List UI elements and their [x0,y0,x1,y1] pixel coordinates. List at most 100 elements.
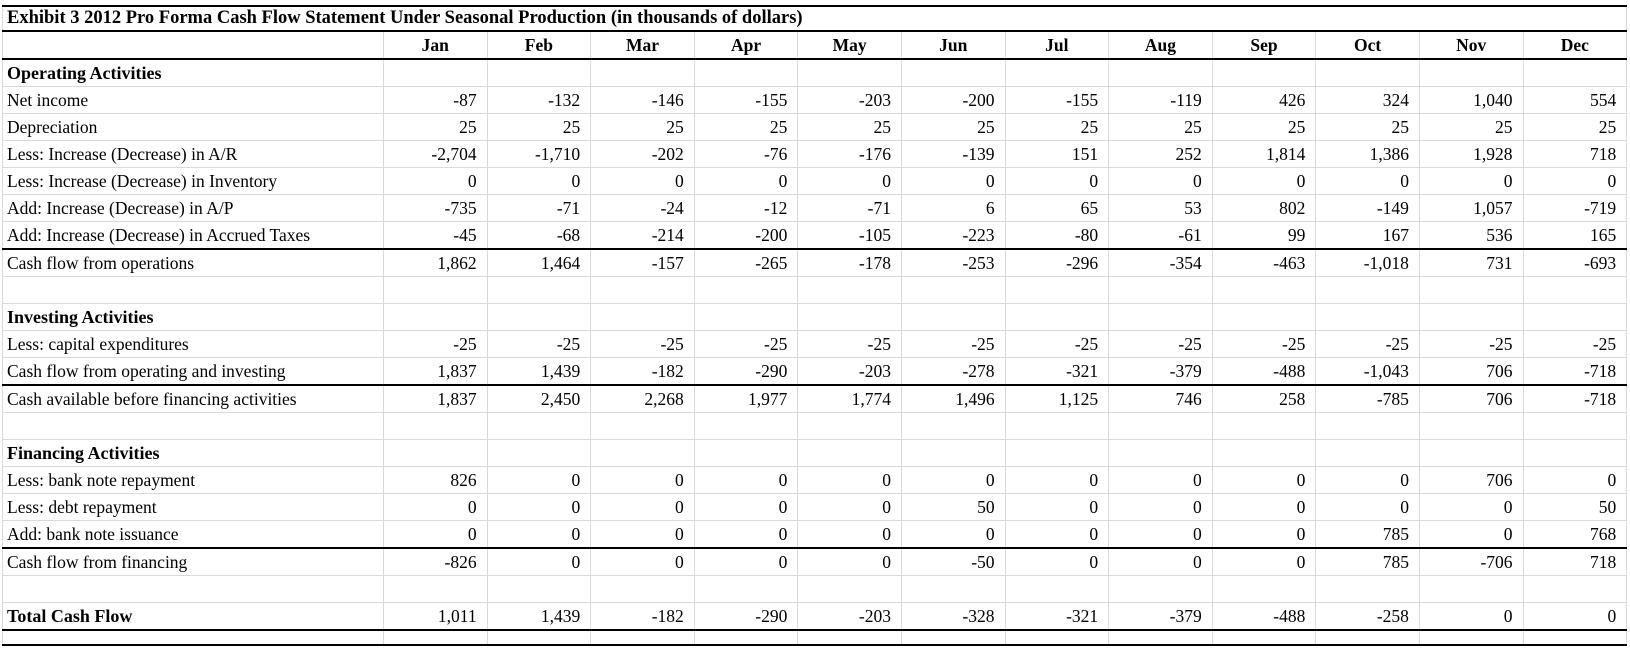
blank-cell [1418,412,1524,440]
value-cell: -278 [900,357,1006,386]
value-cell: 25 [1418,113,1524,141]
value-cell: 258 [1211,384,1317,413]
blank-cell [1004,412,1110,440]
value-cell: 0 [797,167,902,195]
value-cell: -785 [1315,384,1420,413]
row-label: Cash flow from operating and investing [2,357,384,386]
blank-cell [1315,575,1420,603]
value-cell: 1,814 [1211,140,1317,168]
value-cell: 0 [1004,167,1110,195]
blank-cell [693,58,799,87]
blank-cell [383,439,488,467]
blank-cell [383,412,488,440]
value-cell: -12 [693,194,799,222]
value-cell: 0 [486,466,592,494]
value-cell: 0 [1108,547,1213,576]
value-cell: 25 [383,113,488,141]
value-cell: 0 [1004,520,1110,549]
value-cell: 0 [693,466,799,494]
row-label: Less: Increase (Decrease) in A/R [2,140,384,168]
table-row: Add: Increase (Decrease) in Accrued Taxe… [2,221,1628,250]
value-cell: -203 [797,86,902,114]
value-cell: -25 [693,330,799,358]
value-cell: 50 [900,493,1006,521]
value-cell: -719 [1522,194,1628,222]
value-cell: 25 [590,113,695,141]
value-cell: -488 [1211,357,1317,386]
value-cell: -214 [590,221,695,250]
blank-cell [1315,439,1420,467]
value-cell: -200 [693,221,799,250]
blank-cell [2,276,384,304]
column-header-jan: Jan [383,30,488,60]
value-cell: 0 [1108,493,1213,521]
value-cell: -354 [1108,248,1213,277]
table-row: Less: debt repayment 0 0 0 0 0 50 0 0 0 0 0 50 [2,493,1628,521]
value-cell: 0 [486,547,592,576]
value-cell: 25 [1315,113,1420,141]
value-cell: -76 [693,140,799,168]
column-header-nov: Nov [1418,30,1524,60]
value-cell: -321 [1004,602,1110,631]
value-cell: -71 [486,194,592,222]
table-row: Operating Activities [2,58,1628,87]
value-cell: 0 [693,547,799,576]
row-label: Financing Activities [2,439,384,467]
value-cell: 0 [1211,167,1317,195]
blank-cell [383,276,488,304]
value-cell: 718 [1522,547,1628,576]
value-cell: 99 [1211,221,1317,250]
value-cell: -105 [797,221,902,250]
value-cell: -258 [1315,602,1420,631]
value-cell: 0 [486,520,592,549]
table-row: Add: bank note issuance 0 0 0 0 0 0 0 0 0 785 0 768 [2,520,1628,549]
value-cell: 0 [590,466,695,494]
value-cell: 0 [1315,167,1420,195]
blank-cell [1522,439,1628,467]
value-cell: -265 [693,248,799,277]
row-label: Cash flow from operations [2,248,384,277]
value-cell: 0 [797,493,902,521]
value-cell: -71 [797,194,902,222]
blank-cell [797,303,902,331]
column-header-apr: Apr [693,30,799,60]
blank-cell [693,303,799,331]
value-cell: 0 [1004,466,1110,494]
blank-cell [900,276,1006,304]
value-cell: -176 [797,140,902,168]
blank-cell [1315,276,1420,304]
blank-cell [1108,439,1213,467]
value-cell: 50 [1522,493,1628,521]
value-cell: 0 [1004,493,1110,521]
value-cell: -223 [900,221,1006,250]
value-cell: -149 [1315,194,1420,222]
blank-cell [1004,575,1110,603]
value-cell: 1,057 [1418,194,1524,222]
blank-cell [1108,276,1213,304]
blank-cell [1108,412,1213,440]
value-cell: -253 [900,248,1006,277]
blank-cell [1522,276,1628,304]
value-cell: 0 [900,466,1006,494]
value-cell: -25 [1522,330,1628,358]
value-cell: -379 [1108,357,1213,386]
value-cell: 746 [1108,384,1213,413]
value-cell: -203 [797,602,902,631]
value-cell: -25 [1108,330,1213,358]
value-cell: -718 [1522,357,1628,386]
value-cell: 25 [486,113,592,141]
blank-cell [1211,629,1317,646]
row-label: Cash available before financing activiti… [2,384,384,413]
value-cell: -2,704 [383,140,488,168]
value-cell: 0 [1522,167,1628,195]
value-cell: 0 [1211,493,1317,521]
value-cell: -61 [1108,221,1213,250]
column-header-dec: Dec [1522,30,1628,60]
blank-cell [900,58,1006,87]
blank-cell [590,58,695,87]
value-cell: 53 [1108,194,1213,222]
cash-flow-table: Exhibit 3 2012 Pro Forma Cash Flow State… [1,5,1628,646]
value-cell: -87 [383,86,488,114]
value-cell: 167 [1315,221,1420,250]
value-cell: -80 [1004,221,1110,250]
